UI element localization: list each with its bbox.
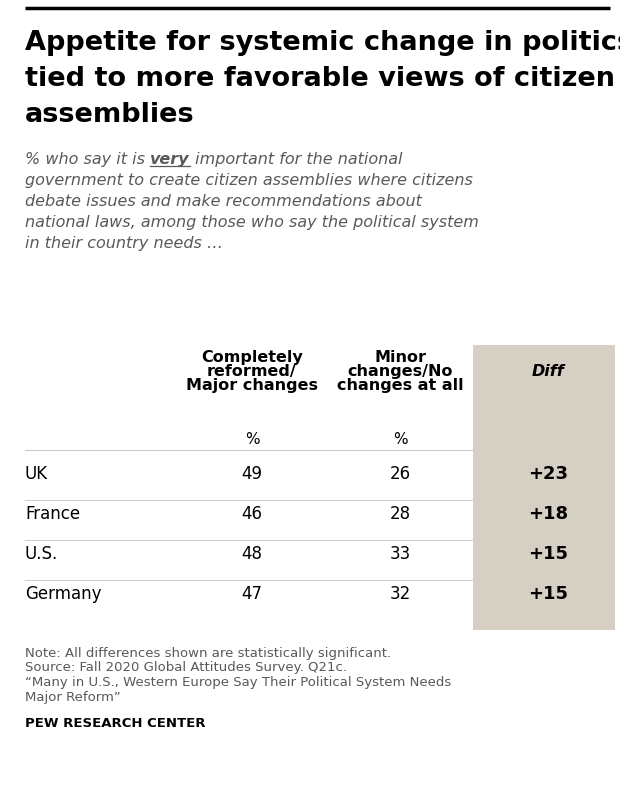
Text: 46: 46 (242, 505, 262, 523)
Text: changes at all: changes at all (337, 378, 463, 393)
Text: Completely: Completely (201, 350, 303, 365)
Text: “Many in U.S., Western Europe Say Their Political System Needs: “Many in U.S., Western Europe Say Their … (25, 676, 451, 689)
Text: 32: 32 (389, 585, 410, 603)
Text: debate issues and make recommendations about: debate issues and make recommendations a… (25, 194, 422, 209)
Text: %: % (392, 432, 407, 447)
Text: Major Reform”: Major Reform” (25, 691, 121, 703)
Text: 28: 28 (389, 505, 410, 523)
Text: U.S.: U.S. (25, 545, 58, 563)
Text: UK: UK (25, 465, 48, 483)
Text: 33: 33 (389, 545, 410, 563)
Text: reformed/: reformed/ (207, 364, 297, 379)
Text: national laws, among those who say the political system: national laws, among those who say the p… (25, 215, 479, 230)
Text: 47: 47 (242, 585, 262, 603)
Text: changes/No: changes/No (347, 364, 453, 379)
Text: %: % (245, 432, 259, 447)
Text: +23: +23 (528, 465, 568, 483)
Text: +15: +15 (528, 545, 568, 563)
Bar (473, 345, 615, 630)
Text: 26: 26 (389, 465, 410, 483)
Text: 48: 48 (242, 545, 262, 563)
Text: +15: +15 (528, 585, 568, 603)
Text: Source: Fall 2020 Global Attitudes Survey. Q21c.: Source: Fall 2020 Global Attitudes Surve… (25, 661, 347, 675)
Text: +18: +18 (528, 505, 568, 523)
Text: France: France (25, 505, 80, 523)
Text: very: very (150, 152, 190, 167)
Text: % who say it is: % who say it is (25, 152, 150, 167)
Text: Minor: Minor (374, 350, 426, 365)
Text: government to create citizen assemblies where citizens: government to create citizen assemblies … (25, 173, 473, 188)
Text: in their country needs …: in their country needs … (25, 236, 223, 251)
Text: Major changes: Major changes (186, 378, 318, 393)
Text: PEW RESEARCH CENTER: PEW RESEARCH CENTER (25, 717, 205, 730)
Text: Germany: Germany (25, 585, 102, 603)
Text: Appetite for systemic change in politics: Appetite for systemic change in politics (25, 30, 620, 56)
Text: Diff: Diff (531, 364, 564, 379)
Text: tied to more favorable views of citizen: tied to more favorable views of citizen (25, 66, 615, 92)
Text: Note: All differences shown are statistically significant.: Note: All differences shown are statisti… (25, 647, 391, 660)
Text: 49: 49 (242, 465, 262, 483)
Text: assemblies: assemblies (25, 102, 195, 128)
Text: important for the national: important for the national (190, 152, 402, 167)
